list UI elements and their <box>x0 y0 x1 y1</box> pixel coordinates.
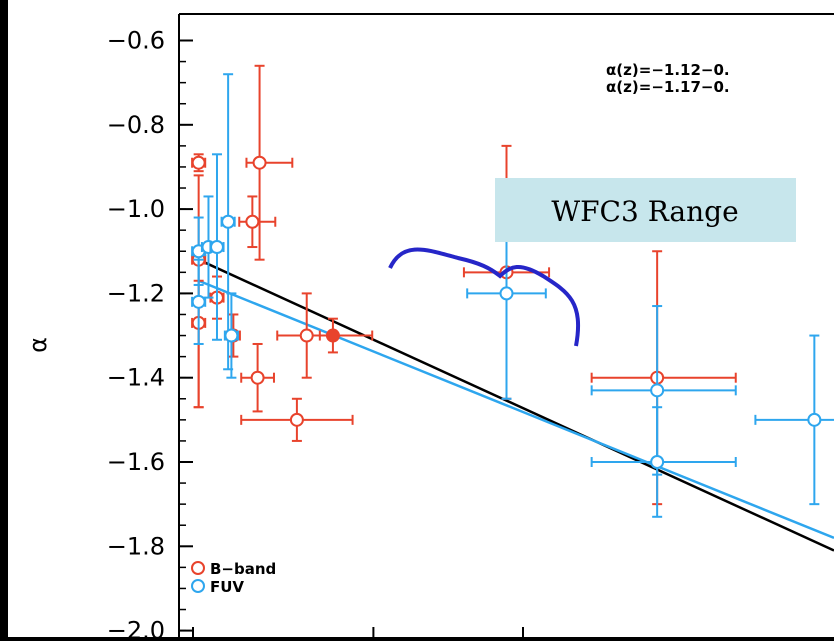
point-marker <box>325 328 340 343</box>
range-brace <box>388 247 581 347</box>
fuv-data-point <box>220 73 236 371</box>
fuv-data-point <box>209 153 225 341</box>
blue-fit-line <box>198 279 834 540</box>
legend-label-bband: B−band <box>210 560 276 578</box>
fuv-data-point <box>191 258 207 345</box>
point-marker <box>807 412 822 427</box>
y-tick-label: −2.0 <box>107 617 165 637</box>
point-marker <box>650 383 665 398</box>
point-marker <box>191 294 206 309</box>
fit-lines <box>198 258 834 552</box>
point-marker <box>250 370 265 385</box>
legend-marker-bband <box>191 561 205 575</box>
point-marker <box>224 328 239 343</box>
chart-svg: −0.6 −0.8 −1.0 −1.2 −1.4 −1.6 −1.8 −2.0 α α(z)=… <box>24 13 834 641</box>
y-tick-label: −1.0 <box>107 195 165 223</box>
point-marker <box>289 412 304 427</box>
point-marker <box>499 286 514 301</box>
bband-data-point <box>318 317 374 354</box>
fuv-data-point <box>754 334 834 506</box>
equation-2: α(z)=−1.17−0. <box>606 78 730 96</box>
point-marker <box>299 328 314 343</box>
point-marker <box>252 155 267 170</box>
y-tick-label: −0.8 <box>107 111 165 139</box>
y-tick-label: −1.4 <box>107 364 165 392</box>
y-tick-label: −1.8 <box>107 532 165 560</box>
legend-label-fuv: FUV <box>210 578 244 596</box>
bband-data-point <box>240 397 354 442</box>
bband-data-point <box>191 153 207 173</box>
fit-equations: α(z)=−1.12−0. α(z)=−1.17−0. <box>606 61 730 96</box>
y-ticks: −0.6 −0.8 −1.0 −1.2 −1.4 −1.6 −1.8 −2.0 <box>107 27 524 641</box>
annotation-text: WFC3 Range <box>551 195 738 228</box>
point-marker <box>221 214 236 229</box>
point-marker <box>245 214 260 229</box>
equation-1: α(z)=−1.12−0. <box>606 61 730 79</box>
fuv-data-point <box>590 406 737 518</box>
wfc3-annotation: WFC3 Range <box>388 178 796 347</box>
chart-frame: −0.6 −0.8 −1.0 −1.2 −1.4 −1.6 −1.8 −2.0 α α(z)=… <box>8 0 834 641</box>
y-tick-label: −1.6 <box>107 448 165 476</box>
annotation-box <box>495 178 796 242</box>
legend: B−band FUV <box>191 560 276 596</box>
bband-data-point <box>240 342 275 413</box>
fuv-data-point <box>223 292 239 379</box>
bband-data-point <box>245 64 294 261</box>
axes <box>178 13 834 637</box>
point-marker <box>650 455 665 469</box>
bband-data-point <box>590 250 737 506</box>
point-marker <box>191 155 206 170</box>
bband-data-point <box>238 195 277 249</box>
legend-marker-fuv <box>191 579 205 593</box>
y-axis-label: α <box>24 337 52 353</box>
black-fit-line <box>198 258 834 552</box>
point-marker <box>209 240 224 255</box>
y-tick-label: −1.2 <box>107 279 165 307</box>
data-points <box>191 64 834 518</box>
y-tick-label: −0.6 <box>107 27 165 55</box>
